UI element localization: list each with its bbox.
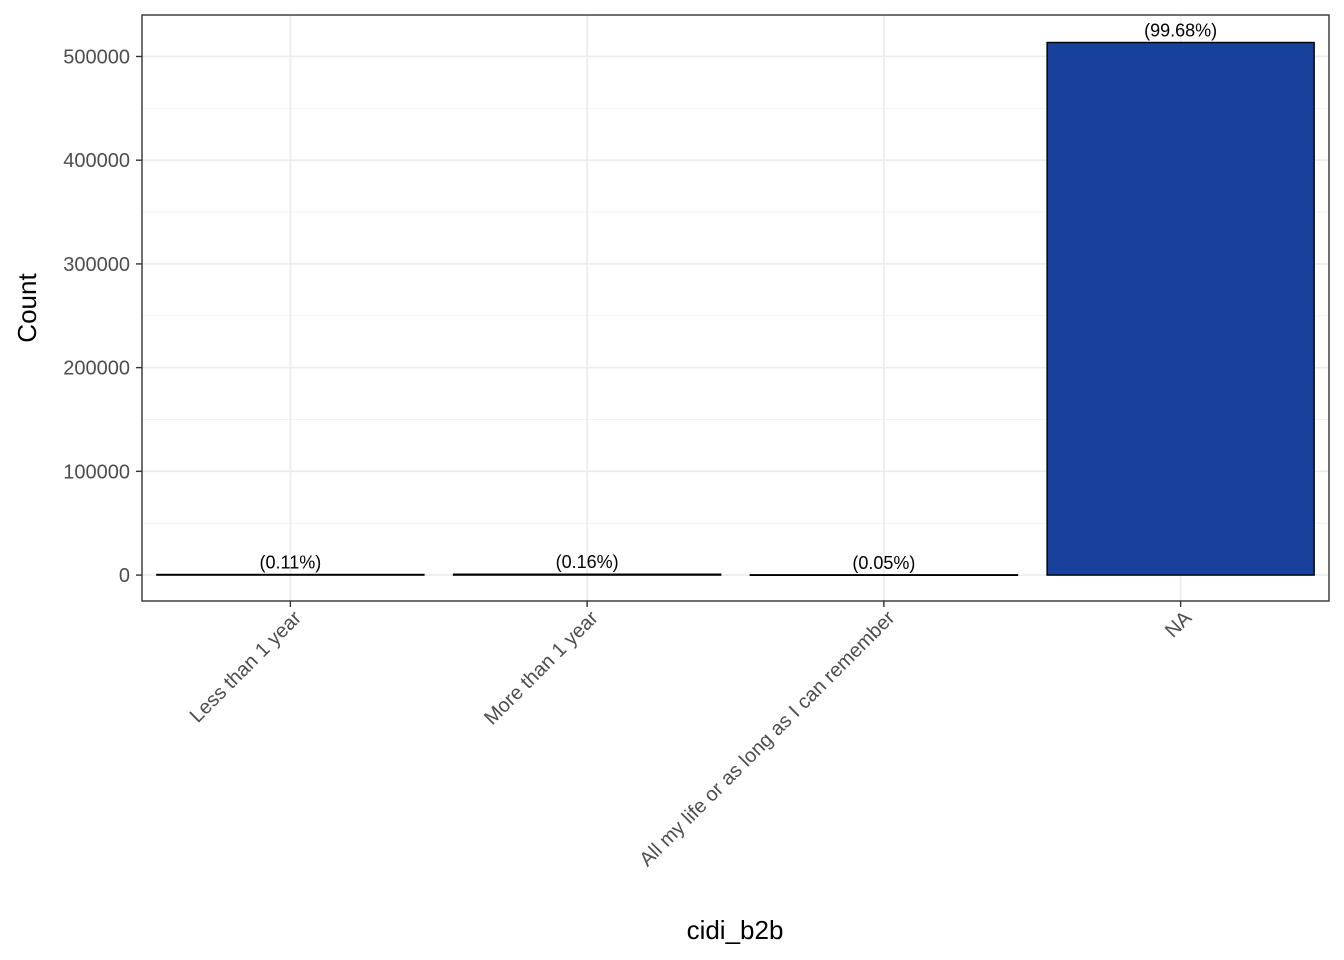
y-tick-label: 200000	[63, 358, 130, 380]
x-tick-label: NA	[1161, 607, 1197, 643]
x-tick-label: More than 1 year	[480, 607, 603, 730]
x-tick-label: All my life or as long as I can remember	[635, 607, 899, 871]
x-axis-title: cidi_b2b	[687, 915, 784, 945]
panel-border	[141, 14, 1330, 602]
data-label: (0.16%)	[556, 552, 619, 572]
x-tick-label: Less than 1 year	[186, 607, 306, 727]
x-axis: Less than 1 year More than 1 year All my l…	[186, 601, 1197, 871]
bar	[452, 573, 722, 576]
bar	[1046, 41, 1315, 576]
y-tick-label: 500000	[63, 46, 130, 68]
y-axis-title: Count	[12, 273, 42, 343]
data-label: (99.68%)	[1144, 20, 1217, 40]
y-axis: 0 100000 200000 300000 400000 500000	[63, 46, 142, 587]
data-labels: (0.11%) (0.16%) (0.05%) (99.68%)	[260, 20, 1218, 572]
bar	[749, 574, 1019, 577]
bars	[156, 41, 1315, 577]
y-tick-label: 300000	[63, 254, 130, 276]
y-tick-label: 100000	[63, 461, 130, 483]
y-tick-label: 0	[119, 565, 130, 587]
data-label: (0.11%)	[260, 552, 322, 572]
bar	[156, 573, 425, 576]
data-label: (0.05%)	[852, 553, 915, 573]
y-tick-label: 400000	[63, 150, 130, 172]
